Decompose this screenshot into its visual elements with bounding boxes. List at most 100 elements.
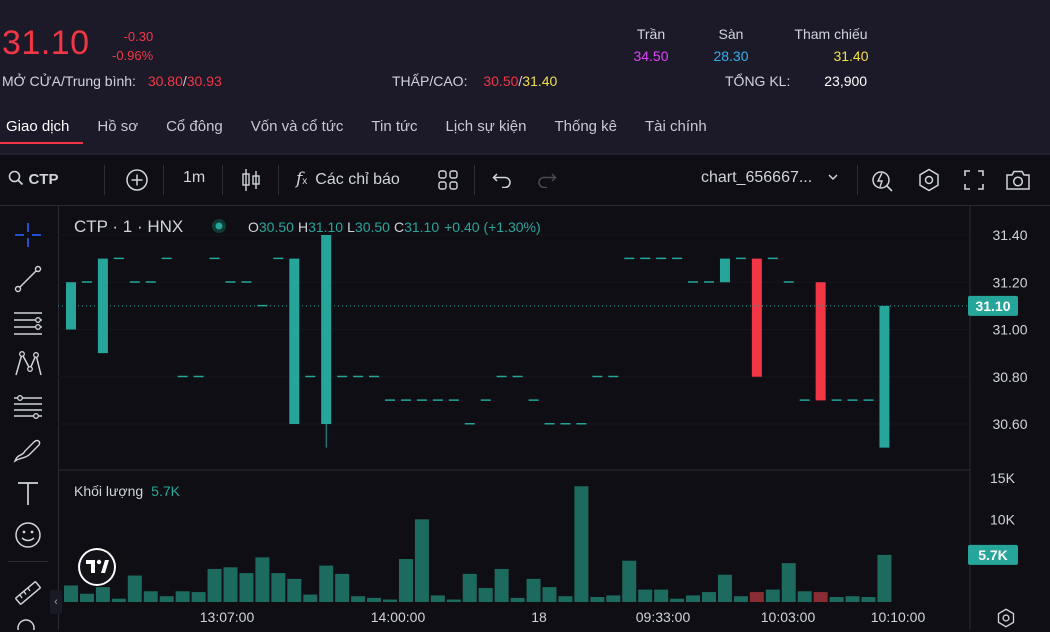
candle xyxy=(209,257,220,260)
compare-add-icon[interactable] xyxy=(125,168,149,192)
candle xyxy=(560,423,571,425)
layout-grid-icon[interactable] xyxy=(437,169,459,191)
tab-bar: Giao dịch Hồ sơ Cổ đông Vốn và cổ tức Ti… xyxy=(0,114,721,148)
indicators-label: Các chỉ báo xyxy=(315,171,400,188)
volume-bar xyxy=(829,597,844,602)
candle xyxy=(704,281,714,283)
camera-icon[interactable] xyxy=(1005,168,1031,192)
candle xyxy=(640,257,651,260)
floor-block: Sàn 28.30 xyxy=(704,23,758,67)
candle xyxy=(369,375,380,378)
floor-price: 28.30 xyxy=(713,48,749,64)
symbol-search[interactable]: CTP xyxy=(8,170,58,189)
axis-settings-icon[interactable] xyxy=(997,608,1015,628)
last-price-badge xyxy=(968,295,1018,316)
candle xyxy=(432,399,443,401)
time-tick: 13:07:00 xyxy=(200,609,255,625)
open-value: 30.50 xyxy=(259,219,294,235)
volume-legend: Khối lượng 5.7K xyxy=(74,483,181,499)
redo-icon[interactable] xyxy=(537,170,557,188)
indicators-button[interactable]: 𝑓x Các chỉ báo xyxy=(296,169,400,189)
open-average-label: MỞ CỬA/Trung bình: xyxy=(2,73,136,89)
candle xyxy=(448,399,459,401)
volume-bar xyxy=(335,573,350,602)
ruler-icon[interactable] xyxy=(12,578,44,608)
volume-bar xyxy=(574,486,589,602)
tab-profile[interactable]: Hồ sơ xyxy=(97,118,139,135)
candle xyxy=(863,399,874,401)
fullscreen-icon[interactable] xyxy=(963,169,985,191)
volume-bar xyxy=(79,593,94,602)
total-volume-value: 23,900 xyxy=(824,73,868,89)
price-tick: 30.60 xyxy=(992,416,1027,432)
divider xyxy=(474,165,475,195)
tab-shareholders[interactable]: Cổ đông xyxy=(166,118,223,135)
volume-bar xyxy=(127,575,142,602)
ceiling-label: Trần xyxy=(636,26,666,42)
volume-tick: 15K xyxy=(990,470,1016,486)
volume-bar xyxy=(590,597,605,602)
candle xyxy=(672,257,683,260)
emoji-icon[interactable] xyxy=(12,520,44,550)
time-tick: 18 xyxy=(531,609,547,625)
candle xyxy=(512,375,523,378)
candles xyxy=(66,235,890,448)
chevron-down-icon xyxy=(828,174,838,181)
volume-bar xyxy=(223,567,238,602)
average-price: 30.93 xyxy=(186,73,222,89)
candle xyxy=(576,423,587,425)
open-average: MỞ CỬA/Trung bình: 30.80/30.93 xyxy=(2,73,222,89)
brush-icon[interactable] xyxy=(12,435,44,465)
zoom-icon[interactable] xyxy=(12,616,44,630)
volume-bar xyxy=(797,591,812,602)
volume-bar xyxy=(622,560,637,602)
candle xyxy=(289,258,300,424)
text-icon[interactable] xyxy=(12,478,44,508)
tab-event-calendar[interactable]: Lịch sự kiện xyxy=(445,118,527,135)
layout-name-dropdown[interactable]: chart_656667... xyxy=(701,169,839,187)
horizontal-lines-icon[interactable] xyxy=(12,307,44,337)
tab-statistics[interactable]: Thống kê xyxy=(554,118,618,135)
interval-button[interactable]: 1m xyxy=(183,169,206,186)
trend-line-icon[interactable] xyxy=(12,264,44,294)
crosshair-icon[interactable] xyxy=(12,220,44,250)
time-tick: 14:00:00 xyxy=(371,609,426,625)
last-volume-label: 5.7K xyxy=(978,547,1008,563)
collapse-toolbar-button[interactable]: ‹ xyxy=(50,590,62,614)
candle xyxy=(193,375,204,378)
candle xyxy=(480,399,491,401)
volume-axis: 15K 10K xyxy=(990,470,1016,527)
candle xyxy=(767,257,778,260)
pattern-icon[interactable] xyxy=(12,349,44,379)
fib-retracement-icon[interactable] xyxy=(12,392,44,422)
settings-icon[interactable] xyxy=(917,168,941,192)
volume-legend-label: Khối lượng xyxy=(74,483,143,499)
tab-news[interactable]: Tin tức xyxy=(371,118,418,135)
volume-bar xyxy=(383,599,397,602)
price-axis: 31.40 31.20 31.00 30.80 30.60 xyxy=(992,227,1027,432)
low-price: 30.50 xyxy=(483,73,519,89)
high-label: H xyxy=(298,219,308,235)
volume-bar xyxy=(765,589,780,602)
volume-bar xyxy=(717,574,732,602)
volume-bar xyxy=(526,578,541,602)
volume-bar xyxy=(255,557,270,602)
candle xyxy=(400,399,411,401)
candle xyxy=(656,257,667,260)
price-chart[interactable]: 31.40 31.20 31.00 30.80 30.60 15K 10K 13:07:0… xyxy=(58,206,1050,630)
quick-search-icon[interactable] xyxy=(871,168,895,192)
candle-type-icon[interactable] xyxy=(240,167,262,193)
change-percent: -0.96% xyxy=(112,48,154,63)
candle xyxy=(496,375,507,378)
time-tick: 10:03:00 xyxy=(761,609,816,625)
volume-bar xyxy=(542,587,557,602)
grid xyxy=(58,234,970,425)
volume-bar xyxy=(749,592,764,602)
tab-financials[interactable]: Tài chính xyxy=(645,118,707,135)
undo-icon[interactable] xyxy=(492,170,512,188)
divider xyxy=(278,165,279,195)
tradingview-logo[interactable] xyxy=(78,548,116,586)
last-price-label: 31.10 xyxy=(975,298,1010,314)
tab-trading[interactable]: Giao dịch xyxy=(0,114,84,144)
tab-capital-dividends[interactable]: Vốn và cổ tức xyxy=(250,118,344,135)
